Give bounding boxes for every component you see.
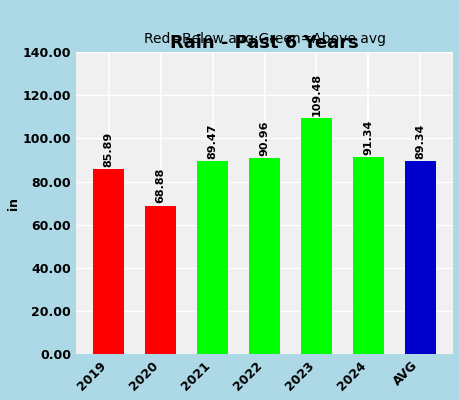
Text: 68.88: 68.88 (156, 168, 165, 203)
Bar (352, 157, 383, 354)
Text: 85.89: 85.89 (104, 132, 113, 167)
Bar (404, 161, 435, 354)
Text: 89.34: 89.34 (414, 124, 425, 159)
Text: 91.34: 91.34 (363, 120, 373, 155)
Text: 90.96: 90.96 (259, 120, 269, 156)
Text: 109.48: 109.48 (311, 73, 321, 116)
Bar (300, 118, 331, 354)
Text: 89.47: 89.47 (207, 124, 217, 159)
Text: Red=Below avg:Green=Above avg: Red=Below avg:Green=Above avg (143, 32, 385, 46)
Bar (196, 161, 228, 354)
Bar (248, 158, 280, 354)
Bar (93, 169, 124, 354)
Title: Rain - Past 6 Years: Rain - Past 6 Years (170, 34, 358, 52)
Y-axis label: in: in (7, 197, 20, 210)
Bar (145, 206, 176, 354)
